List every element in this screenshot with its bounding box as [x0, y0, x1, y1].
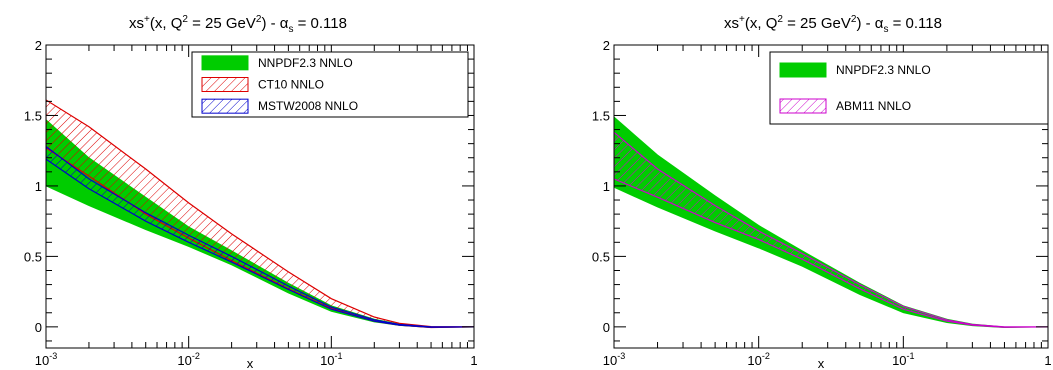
- x-tick-label: 10-3: [603, 351, 625, 368]
- legend-label: NNPDF2.3 NNLO: [258, 56, 353, 70]
- y-tick-label: 0: [603, 320, 610, 335]
- x-tick-label: 10-3: [35, 351, 57, 368]
- legend-label: ABM11 NNLO: [836, 99, 911, 113]
- x-tick-label: 1: [470, 353, 477, 368]
- legend-swatch: [201, 55, 249, 71]
- legend-swatch: [779, 98, 827, 114]
- y-tick-label: 0.5: [592, 249, 610, 264]
- x-tick-label: 10-1: [320, 351, 342, 368]
- y-tick-label: 0: [35, 320, 42, 335]
- band-abm11-nnlo: [614, 131, 1048, 328]
- x-tick-label: 10-2: [747, 351, 769, 368]
- chart-title: xs+(x, Q2 = 25 GeV2) - αs = 0.118: [724, 14, 942, 35]
- y-tick-label: 1: [35, 179, 42, 194]
- x-tick-label: 10-1: [892, 351, 914, 368]
- band-nnpdf2-3-nnlo: [614, 116, 1048, 328]
- legend-label: MSTW2008 NNLO: [258, 99, 358, 113]
- legend: NNPDF2.3 NNLO ABM11 NNLO: [769, 51, 1049, 125]
- y-tick-label: 1.5: [592, 108, 610, 123]
- legend-swatch: [779, 62, 827, 78]
- y-tick-label: 1: [603, 179, 610, 194]
- legend-label: NNPDF2.3 NNLO: [836, 63, 931, 77]
- y-tick-label: 1.5: [24, 108, 42, 123]
- plot-frame: [613, 44, 1049, 349]
- legend: NNPDF2.3 NNLO CT10 NNLO MSTW2008 NNLO: [191, 51, 469, 118]
- chart-panel-1: 0 0.5 1 1.5 2 10-3 10-2 10-1 1 x xs+(x, Q2 = 25 Ge…: [24, 14, 478, 370]
- legend-swatch: [201, 77, 249, 92]
- chart-panel-2: 0 0.5 1 1.5 2 10-3 10-2 10-1 1 x xs+(x, Q2 = 25 Ge…: [592, 14, 1052, 370]
- plot-frame: [45, 44, 475, 349]
- legend-label: CT10 NNLO: [258, 78, 324, 92]
- x-tick-label: 10-2: [177, 351, 199, 368]
- y-tick-label: 2: [35, 38, 42, 53]
- y-tick-label: 0.5: [24, 249, 42, 264]
- x-tick-label: 1: [1044, 353, 1051, 368]
- y-tick-label: 2: [603, 38, 610, 53]
- x-axis-label: x: [818, 356, 825, 370]
- legend-swatch: [201, 98, 249, 114]
- chart-title: xs+(x, Q2 = 25 GeV2) - αs = 0.118: [129, 14, 347, 35]
- x-axis-label: x: [247, 356, 254, 370]
- band-mstw2008-nnlo: [46, 145, 474, 328]
